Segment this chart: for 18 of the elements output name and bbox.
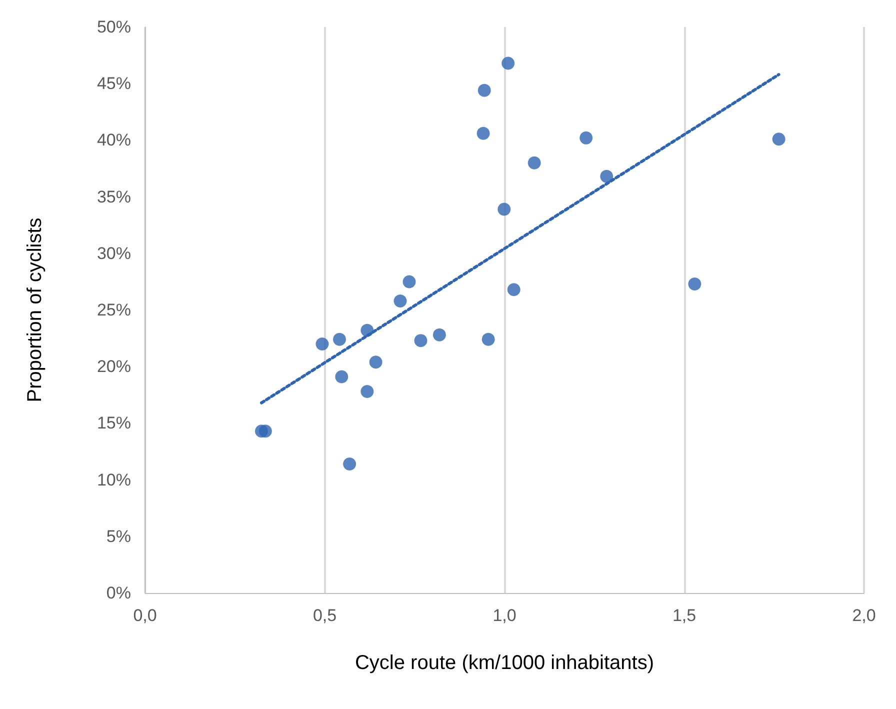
y-tick-label: 20% [96,357,131,376]
y-tick-label: 0% [106,584,131,602]
y-tick-label: 5% [106,526,131,546]
y-tick-label: 50% [96,18,131,36]
x-tick-label: 0,5 [312,606,337,625]
x-tick-label: 2,0 [852,606,876,625]
y-tick-label: 10% [96,470,131,490]
y-tick-label: 15% [96,414,131,433]
y-tick-label: 45% [96,74,131,94]
x-tick-label: 1,0 [492,606,516,625]
x-tick-label: 0,0 [133,606,157,625]
y-tick-label: 35% [96,187,131,206]
y-tick-label: 30% [96,244,131,263]
y-axis-title: Proportion of cyclists [24,218,46,402]
x-tick-label: 1,5 [672,606,696,625]
y-tick-label: 40% [96,130,131,150]
y-tick-label: 25% [96,300,131,320]
x-axis-title: Cycle route (km/1000 inhabitants) [354,652,654,674]
